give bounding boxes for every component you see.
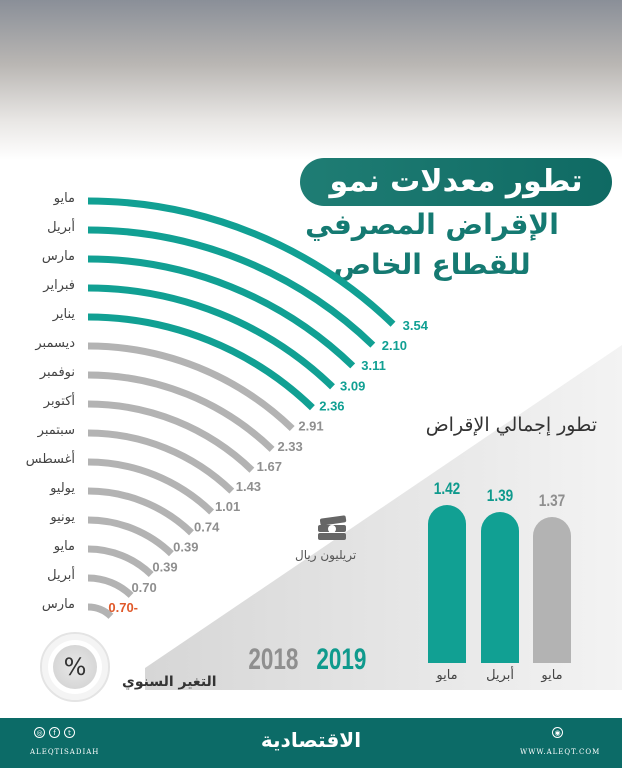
month-label: نوفمبر [39, 365, 75, 380]
arc-bar [87, 516, 174, 557]
website-link[interactable]: WWW.ALEQT.COM [520, 748, 601, 756]
value-label: 2.10 [382, 338, 407, 353]
arc-bar [87, 255, 356, 369]
bar-month-label: مايو [436, 668, 458, 683]
arc-bar [87, 371, 275, 452]
value-label: 0.70 [131, 580, 156, 595]
month-label: أبريل [47, 568, 75, 583]
bar [481, 511, 519, 663]
instagram-icon[interactable]: ◎ [34, 727, 45, 738]
arc-bar [87, 342, 295, 432]
month-label: أبريل [47, 220, 75, 235]
month-label: يونيو [50, 510, 75, 525]
month-label: مايو [53, 191, 75, 206]
bar-value-label: 1.37 [538, 490, 566, 510]
value-label: 2.33 [277, 439, 302, 454]
subtitle-line1: الإقراض المصرفي [305, 208, 559, 241]
bar-chart-title: تطور إجمالي الإقراض [425, 414, 597, 436]
facebook-icon[interactable]: f [49, 727, 60, 738]
header-photo [0, 0, 622, 160]
value-label: 3.09 [340, 378, 365, 393]
month-label: أغسطس [25, 452, 75, 467]
bar [533, 516, 571, 663]
bar-month-label: مايو [541, 668, 563, 683]
arc-bar [87, 487, 194, 536]
arc-bar [87, 284, 335, 390]
value-label: 2.36 [319, 399, 344, 414]
legend-2018: 2018 [248, 643, 299, 676]
bar-month-label: أبريل [486, 668, 514, 683]
percent-badge: % [40, 632, 110, 702]
value-label: 0.70- [108, 600, 138, 615]
value-label: 2.91 [298, 419, 323, 434]
arc-bar [87, 429, 235, 494]
arc-bar [87, 545, 154, 578]
value-label: 1.01 [215, 499, 240, 514]
bar-value-label: 1.42 [433, 479, 461, 498]
month-label: مارس [41, 597, 75, 612]
annual-change-chart: 3.54 2.10 3.11 3.09 2.36 2.91 2.33 1.67 1.43 1.01… [87, 197, 429, 619]
bar [428, 505, 466, 663]
money-stack-icon [318, 515, 347, 540]
value-label: 1.67 [257, 459, 282, 474]
arc-bar [87, 400, 255, 473]
month-label: ديسمبر [35, 336, 75, 351]
value-label: 3.11 [361, 358, 386, 373]
value-label: 3.54 [403, 318, 429, 333]
legend-2019: 2019 [316, 643, 367, 676]
subtitle-line2: للقطاع الخاص [333, 248, 531, 281]
arc-bar [87, 226, 376, 348]
arc-bar [87, 313, 315, 411]
month-label: يوليو [50, 481, 75, 496]
month-label: مايو [53, 539, 75, 554]
month-label: يناير [52, 307, 75, 322]
footer: ◎ f t ALEQTISADIAH الاقتصادية ◉ WWW.ALEQ… [0, 718, 622, 768]
month-label: أكتوبر [43, 394, 75, 409]
value-label: 0.39 [173, 540, 198, 555]
value-label: 0.39 [152, 560, 177, 575]
twitter-icon[interactable]: t [64, 727, 75, 738]
value-label: 0.74 [194, 519, 220, 534]
month-label: مارس [41, 249, 75, 264]
arc-bar [87, 574, 134, 598]
logo: الاقتصادية [260, 728, 362, 752]
social-handle[interactable]: ALEQTISADIAH [30, 748, 100, 756]
title: تطور معدلات نمو [300, 158, 612, 206]
arc-bar [87, 603, 114, 619]
value-label: 1.43 [236, 479, 261, 494]
arc-bar [87, 458, 215, 515]
bar-value-label: 1.39 [486, 485, 514, 505]
month-label: فبراير [43, 278, 75, 293]
percent-icon: % [53, 645, 97, 689]
month-label: سبتمبر [37, 423, 75, 438]
arc-bar [87, 197, 396, 327]
web-icon[interactable]: ◉ [552, 727, 563, 738]
unit-label: تريليون ريال [295, 548, 357, 562]
annual-change-label: التغير السنوي [122, 674, 217, 690]
